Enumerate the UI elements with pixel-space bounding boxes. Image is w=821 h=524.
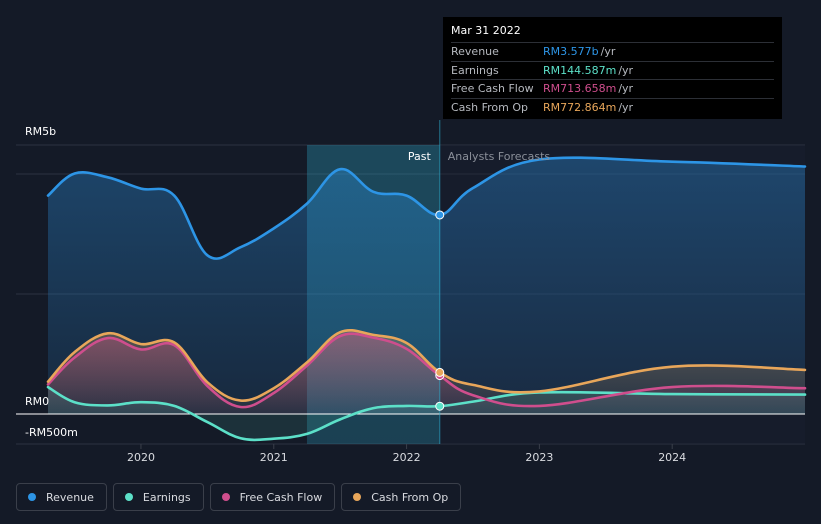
legend-label: Earnings <box>142 490 191 504</box>
chart-canvas: Past Analysts Forecasts 2020 2021 2022 2023 20… <box>16 120 807 464</box>
tooltip-row-earnings: Earnings RM144.587m /yr <box>451 60 774 80</box>
x-tick-label: 2020 <box>127 451 155 464</box>
legend-label: Cash From Op <box>371 490 449 504</box>
tooltip-row-revenue: Revenue RM3.577b /yr <box>451 42 774 61</box>
cash-from-op-marker <box>435 367 445 377</box>
y-label-top: RM5b <box>25 125 57 138</box>
cash-from-op-line <box>46 328 807 402</box>
legend-dot-icon <box>353 493 362 501</box>
tooltip-label: Free Cash Flow <box>451 82 534 96</box>
forecast-label: Analysts Forecasts <box>448 150 551 163</box>
past-label: Past <box>408 150 432 163</box>
y-label-zero: RM0 <box>25 395 50 408</box>
legend-item-earnings[interactable]: Earnings <box>112 483 204 511</box>
legend-dot-icon <box>28 493 36 501</box>
tooltip-date: Mar 31 2022 <box>451 24 521 37</box>
revenue-line <box>46 156 807 260</box>
legend-label: Free Cash Flow <box>239 490 323 504</box>
legend-label: Revenue <box>46 490 94 504</box>
legend-dot-icon <box>124 493 133 501</box>
tooltip-row-free-cash-flow: Free Cash Flow RM713.658m /yr <box>451 79 774 98</box>
legend-item-cash-from-op[interactable]: Cash From Op <box>341 483 462 511</box>
legend-item-free-cash-flow[interactable]: Free Cash Flow <box>209 483 336 511</box>
revenue-marker <box>435 210 445 220</box>
tooltip-value: RM144.587m <box>543 63 617 77</box>
tooltip-value: RM713.658m <box>543 82 617 96</box>
x-tick-label: 2023 <box>525 451 553 464</box>
x-tick-label: 2021 <box>260 451 288 464</box>
tooltip-unit: /yr <box>618 63 634 77</box>
free-cash-flow-line <box>46 332 807 409</box>
tooltip-label: Revenue <box>451 45 499 59</box>
tooltip-label: Earnings <box>451 63 499 77</box>
tooltip-value: RM772.864m <box>543 100 617 114</box>
x-tick-label: 2022 <box>393 451 421 464</box>
free-cash-flow-area <box>48 333 805 414</box>
legend: Revenue Earnings Free Cash Flow Cash Fro… <box>16 483 462 511</box>
tooltip-value: RM3.577b <box>543 45 599 59</box>
tooltip-row-cash-from-op: Cash From Op RM772.864m /yr <box>451 97 774 117</box>
earnings-marker <box>435 401 445 411</box>
revenue-area <box>48 157 805 414</box>
tooltip-label: Cash From Op <box>451 100 529 114</box>
tooltip-unit: /yr <box>618 100 634 114</box>
tooltip: Mar 31 2022 Revenue RM3.577b /yr Earning… <box>443 17 782 119</box>
x-tick-label: 2024 <box>658 451 686 464</box>
tooltip-unit: /yr <box>600 45 616 59</box>
legend-dot-icon <box>221 493 230 501</box>
legend-item-revenue[interactable]: Revenue <box>16 483 107 511</box>
tooltip-unit: /yr <box>618 82 634 96</box>
y-label-bottom: -RM500m <box>25 426 78 439</box>
